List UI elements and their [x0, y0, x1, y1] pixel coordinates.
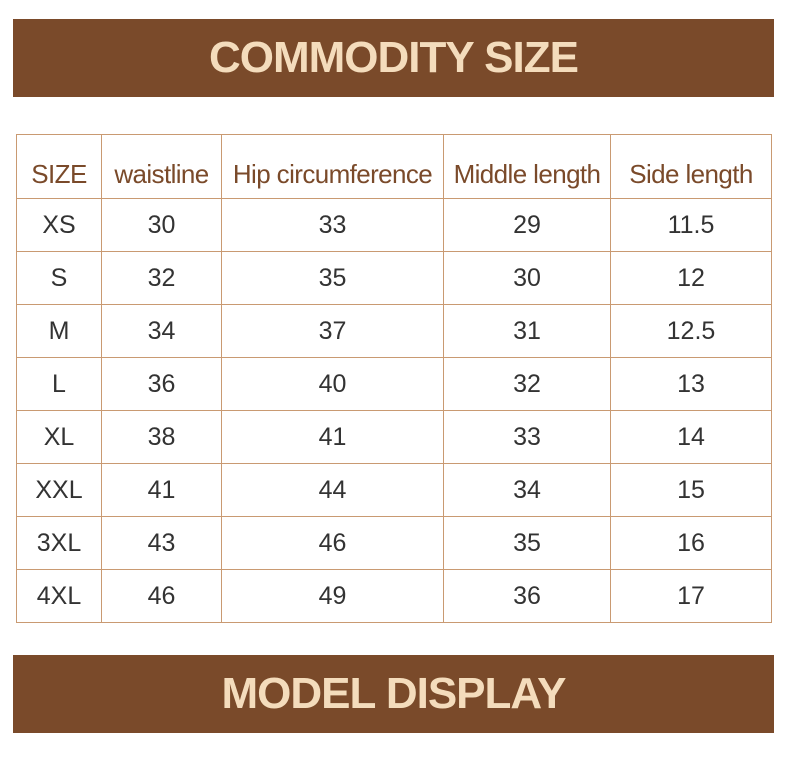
size-cell: S: [16, 251, 102, 305]
column-header-size: SIZE: [16, 134, 102, 199]
column-header-side-length: Side length: [610, 134, 772, 199]
middle-length-cell: 34: [443, 463, 611, 517]
table-row: S 32 35 30 12: [16, 251, 772, 305]
size-table: SIZE waistline Hip circumference Middle …: [16, 134, 772, 623]
size-cell: L: [16, 357, 102, 411]
waistline-cell: 30: [101, 198, 222, 252]
middle-length-cell: 29: [443, 198, 611, 252]
table-row: 4XL 46 49 36 17: [16, 569, 772, 623]
table-row: XL 38 41 33 14: [16, 410, 772, 464]
side-length-cell: 13: [610, 357, 772, 411]
size-cell: 4XL: [16, 569, 102, 623]
middle-length-cell: 30: [443, 251, 611, 305]
commodity-size-banner: COMMODITY SIZE: [13, 19, 774, 97]
waistline-cell: 36: [101, 357, 222, 411]
column-header-middle-length: Middle length: [443, 134, 611, 199]
middle-length-cell: 36: [443, 569, 611, 623]
size-cell: XS: [16, 198, 102, 252]
middle-length-cell: 33: [443, 410, 611, 464]
waistline-cell: 38: [101, 410, 222, 464]
hip-circumference-cell: 44: [221, 463, 444, 517]
waistline-cell: 43: [101, 516, 222, 570]
side-length-cell: 12.5: [610, 304, 772, 358]
hip-circumference-cell: 33: [221, 198, 444, 252]
middle-length-cell: 31: [443, 304, 611, 358]
side-length-cell: 12: [610, 251, 772, 305]
waistline-cell: 41: [101, 463, 222, 517]
size-cell: 3XL: [16, 516, 102, 570]
column-header-waistline: waistline: [101, 134, 222, 199]
commodity-size-title: COMMODITY SIZE: [209, 33, 579, 82]
hip-circumference-cell: 49: [221, 569, 444, 623]
side-length-cell: 11.5: [610, 198, 772, 252]
table-row: M 34 37 31 12.5: [16, 304, 772, 358]
hip-circumference-cell: 40: [221, 357, 444, 411]
size-cell: XL: [16, 410, 102, 464]
size-cell: M: [16, 304, 102, 358]
side-length-cell: 15: [610, 463, 772, 517]
model-display-title: MODEL DISPLAY: [221, 669, 567, 718]
waistline-cell: 34: [101, 304, 222, 358]
size-cell: XXL: [16, 463, 102, 517]
middle-length-cell: 35: [443, 516, 611, 570]
side-length-cell: 14: [610, 410, 772, 464]
hip-circumference-cell: 46: [221, 516, 444, 570]
table-header-row: SIZE waistline Hip circumference Middle …: [16, 134, 772, 199]
side-length-cell: 17: [610, 569, 772, 623]
waistline-cell: 46: [101, 569, 222, 623]
middle-length-cell: 32: [443, 357, 611, 411]
table-row: L 36 40 32 13: [16, 357, 772, 411]
column-header-hip-circumference: Hip circumference: [221, 134, 444, 199]
table-row: XXL 41 44 34 15: [16, 463, 772, 517]
hip-circumference-cell: 37: [221, 304, 444, 358]
side-length-cell: 16: [610, 516, 772, 570]
hip-circumference-cell: 41: [221, 410, 444, 464]
table-row: XS 30 33 29 11.5: [16, 198, 772, 252]
waistline-cell: 32: [101, 251, 222, 305]
table-row: 3XL 43 46 35 16: [16, 516, 772, 570]
model-display-banner: MODEL DISPLAY: [13, 655, 774, 733]
hip-circumference-cell: 35: [221, 251, 444, 305]
